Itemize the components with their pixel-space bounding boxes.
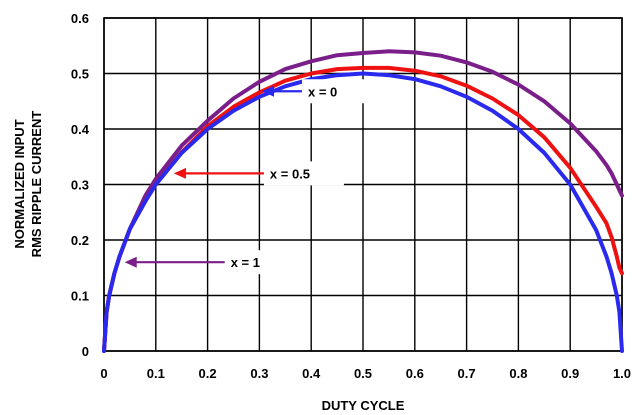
annotation-label: x = 1 [231,255,260,270]
x-tick-label: 1.0 [613,366,631,381]
y-tick-label: 0.4 [71,122,90,137]
x-tick-label: 0.5 [354,366,372,381]
x-axis-label: DUTY CYCLE [322,398,405,413]
x-tick-label: 0.7 [458,366,476,381]
y-axis-label-line2: RMS RIPPLE CURRENT [29,111,44,258]
y-tick-label: 0.3 [71,178,89,193]
x-tick-label: 0 [100,366,107,381]
y-tick-label: 0 [82,344,89,359]
y-tick-label: 0.2 [71,233,89,248]
annotation-label: x = 0 [308,84,337,99]
y-tick-label: 0.1 [71,289,89,304]
y-axis-label-line1: NORMALIZED INPUT [12,119,27,248]
x-tick-label: 0.1 [147,366,165,381]
x-tick-label: 0.2 [199,366,217,381]
x-tick-label: 0.4 [302,366,321,381]
x-tick-label: 0.6 [406,366,424,381]
x-tick-label: 0.9 [561,366,579,381]
annotation-label: x = 0.5 [270,166,310,181]
x-tick-label: 0.8 [509,366,527,381]
y-tick-label: 0.6 [71,11,89,26]
x-tick-label: 0.3 [250,366,268,381]
y-tick-label: 0.5 [71,67,89,82]
